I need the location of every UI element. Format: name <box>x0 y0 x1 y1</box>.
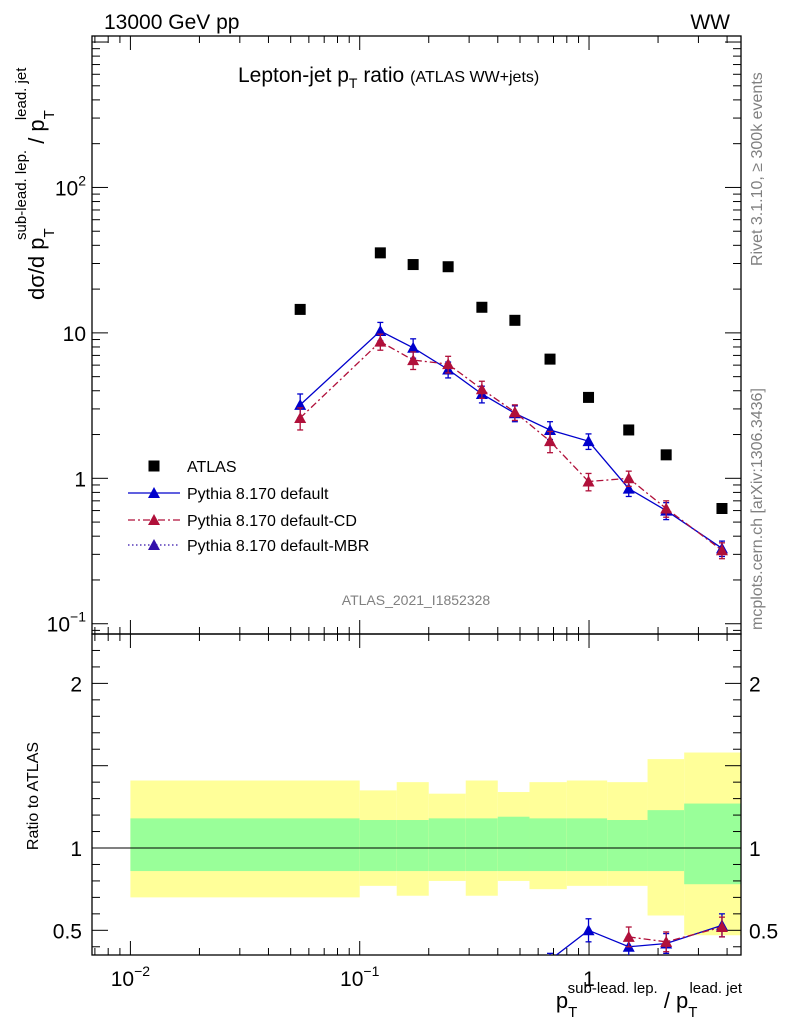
series-mc-1 <box>294 321 728 558</box>
ratio-y-tick-label: 1 <box>70 838 82 861</box>
series-line <box>299 330 723 549</box>
legend-marker <box>148 539 160 550</box>
data-point <box>475 383 488 395</box>
data-point <box>407 259 419 271</box>
data-point <box>715 544 728 556</box>
legend: ATLAS Pythia 8.170 default Pythia 8.170 de… <box>128 459 369 555</box>
data-point <box>582 435 595 447</box>
data-point <box>544 435 557 447</box>
rivet-version-text: Rivet 3.1.10, ≥ 300k events <box>749 72 766 266</box>
ratio-y-tick-label: 2 <box>70 673 82 696</box>
legend-label: Pythia 8.170 default <box>187 486 329 503</box>
y-tick-label: 10 <box>63 323 86 346</box>
data-point <box>716 502 728 514</box>
stat-uncertainty-band <box>566 818 608 872</box>
y-tick-label: 1 <box>74 468 86 491</box>
legend-entry: Pythia 8.170 default-CD <box>128 513 357 530</box>
stat-uncertainty-band <box>465 818 498 872</box>
data-point <box>294 398 307 410</box>
ratio-y-tick-label-right: 1 <box>749 838 761 861</box>
data-point <box>622 472 635 484</box>
stat-uncertainty-band <box>647 810 685 872</box>
ratio-series <box>547 913 728 955</box>
y-tick-label: 102 <box>55 172 86 200</box>
legend-marker <box>148 487 160 498</box>
data-point <box>582 475 595 487</box>
data-point <box>407 354 420 366</box>
legend-marker <box>148 460 160 472</box>
header-left: 13000 GeV pp <box>104 11 239 34</box>
ratio-frame <box>91 633 742 956</box>
data-point <box>623 424 635 436</box>
ratio-point <box>715 921 728 933</box>
mcplots-reference-text: mcplots.cern.ch [arXiv:1306.3436] <box>749 388 766 630</box>
stat-uncertainty-band <box>607 820 648 872</box>
ratio-point <box>549 953 551 955</box>
stat-uncertainty-band <box>497 816 530 872</box>
x-tick-label: 10−2 <box>111 963 151 991</box>
data-point <box>476 301 488 313</box>
analysis-watermark: ATLAS_2021_I1852328 <box>342 592 491 608</box>
data-point <box>583 391 595 403</box>
ratio-y-axis-label: Ratio to ATLAS <box>25 742 42 850</box>
ratio-y-tick-label-right: 2 <box>749 673 761 696</box>
data-point <box>294 303 306 315</box>
data-point <box>544 353 556 365</box>
ratio-y-tick-label: 0.5 <box>53 920 82 943</box>
ratio-series-1 <box>622 916 728 953</box>
stat-uncertainty-band <box>428 818 466 872</box>
header-right: WW <box>690 11 730 34</box>
x-tick-label: 10−1 <box>340 963 380 991</box>
data-point <box>374 247 386 259</box>
data-point <box>660 449 672 461</box>
ratio-point <box>622 930 635 942</box>
x-axis-label: pTsub-lead. lep. / pTlead. jet <box>556 980 743 1021</box>
stat-uncertainty-band <box>684 803 741 885</box>
ratio-point <box>582 924 595 936</box>
data-point <box>622 482 635 494</box>
data-point <box>374 335 387 347</box>
uncertainty-bands <box>130 752 741 936</box>
series-line <box>299 340 723 551</box>
ratio-plot: 0.5 0.5 1 1 2 2 10−2 10−1 1 <box>53 633 778 991</box>
main-plot-title: Lepton-jet pT ratio (ATLAS WW+jets) <box>238 64 539 91</box>
x-tick-label: 1 <box>583 968 595 991</box>
series-mc-2 <box>294 333 728 560</box>
legend-label: Pythia 8.170 default-MBR <box>187 538 369 555</box>
stat-uncertainty-band <box>396 820 429 872</box>
data-point <box>544 423 557 435</box>
legend-entry: ATLAS <box>148 459 237 476</box>
stat-uncertainty-band <box>130 818 360 872</box>
main-y-axis-label: dσ/d pTsub-lead. lep. / pTlead. jet <box>13 67 58 300</box>
data-point <box>509 314 521 326</box>
data-point <box>407 341 420 353</box>
data-point <box>294 411 307 423</box>
y-tick-label: 10−1 <box>47 609 87 637</box>
data-point <box>374 325 387 337</box>
legend-label: ATLAS <box>187 459 237 476</box>
legend-entry: Pythia 8.170 default-MBR <box>128 538 369 555</box>
data-point <box>660 502 673 514</box>
stat-uncertainty-band <box>529 818 567 872</box>
data-point <box>442 358 455 370</box>
series-atlas <box>294 247 728 514</box>
ratio-y-tick-label-right: 0.5 <box>749 920 778 943</box>
main-plot: 10−1 1 10 102 <box>47 35 742 637</box>
legend-marker <box>148 514 160 525</box>
ratio-point <box>660 935 673 947</box>
data-point <box>508 406 521 418</box>
legend-entry: Pythia 8.170 default <box>128 486 329 503</box>
stat-uncertainty-band <box>359 820 397 872</box>
data-point <box>442 261 454 273</box>
legend-label: Pythia 8.170 default-CD <box>187 513 357 530</box>
ratio-line <box>628 926 723 943</box>
